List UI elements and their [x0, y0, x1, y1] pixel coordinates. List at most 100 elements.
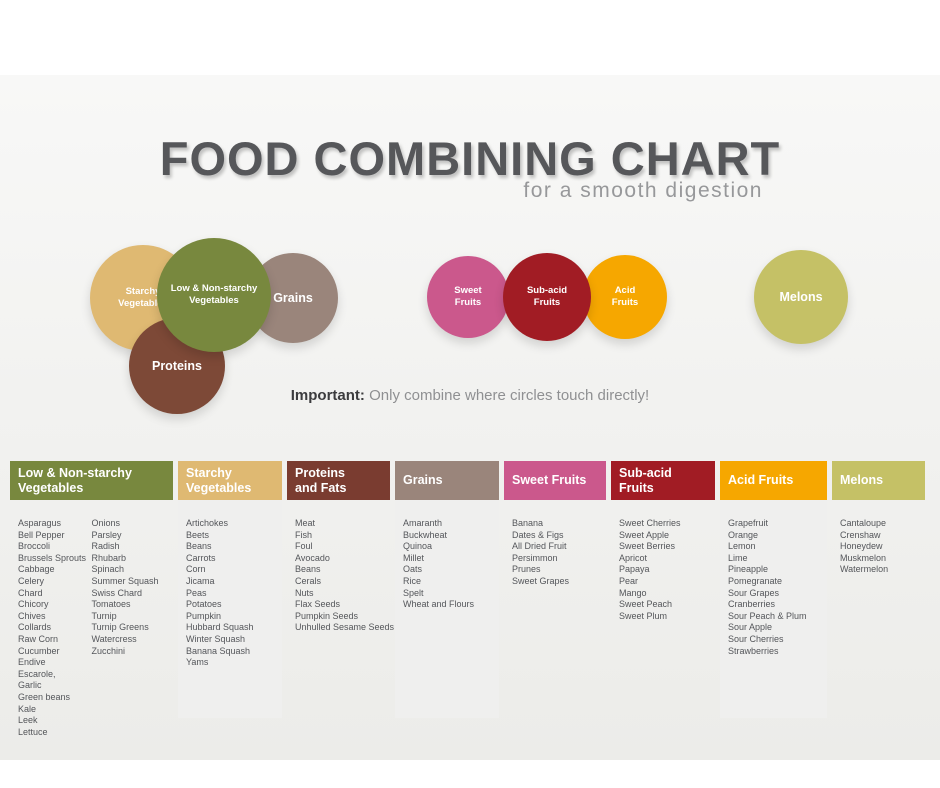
item-list: Sweet Cherries Sweet Apple Sweet Berries Ap…	[619, 518, 707, 622]
list-item: Fish	[295, 529, 313, 540]
list-item: Cucumber	[18, 645, 60, 656]
column-body-low-non-starchy-vegetables: Asparagus Bell Pepper Broccoli Brussels Spr…	[10, 500, 173, 748]
list-item: Lettuce	[18, 726, 48, 737]
list-item: Spinach	[91, 564, 125, 575]
list-item: Swiss Chard	[91, 587, 143, 598]
list-item: Beans	[186, 541, 212, 552]
item-list: Banana Dates & Figs All Dried Fruit Persimm…	[512, 518, 598, 588]
list-item: Hubbard Squash	[186, 622, 254, 633]
column-body-melons: Cantaloupe Crenshaw Honeydew Muskmelon Water…	[832, 500, 925, 586]
list-item: Turnip Greens	[91, 622, 149, 633]
list-item: Apricot	[619, 552, 648, 563]
page-title: FOOD COMBINING CHART	[159, 132, 781, 185]
list-item: Escarole,	[18, 668, 56, 679]
list-item: Mango	[619, 587, 647, 598]
list-item: Cantaloupe	[840, 518, 887, 528]
list-item: Avocado	[295, 552, 330, 563]
circle-low-non-starchy-vegetables: Low & Non-starchy Vegetables	[157, 238, 271, 352]
item-list: Cantaloupe Crenshaw Honeydew Muskmelon Water…	[840, 518, 917, 576]
list-item: Lime	[728, 552, 748, 563]
food-table: Low & Non-starchy Vegetables Asparagus Bel…	[10, 461, 925, 748]
list-item: Amaranth	[403, 518, 443, 528]
column-header-acid-fruits: Acid Fruits	[720, 461, 827, 500]
list-item: Foul	[295, 541, 313, 552]
list-item: Rice	[403, 575, 422, 586]
list-item: Sour Grapes	[728, 587, 780, 598]
item-list: Meat Fish Foul Avocado Beans Cerals Nuts Flax S…	[295, 518, 394, 634]
list-item: Endive	[18, 657, 46, 668]
list-item: Celery	[18, 575, 45, 586]
column-header-proteins-and-fats: Proteins and Fats	[287, 461, 390, 500]
list-item: Onions	[91, 518, 121, 528]
list-item: Jicama	[186, 575, 215, 586]
list-item: Sweet Apple	[619, 529, 670, 540]
list-item: Turnip	[91, 610, 117, 621]
list-item: Strawberries	[728, 645, 779, 656]
list-item: Spelt	[403, 587, 424, 598]
column-body-starchy-vegetables: Artichokes Beets Beans Carrots Corn Jicama Pea…	[178, 500, 282, 718]
list-item: Asparagus	[18, 518, 62, 528]
list-item: Garlic	[18, 680, 42, 691]
list-item: Grapefruit	[728, 518, 769, 528]
circle-low-non-starchy-vegetables-label: Low & Non-starchy Vegetables	[170, 282, 258, 306]
circle-acid-fruits: Acid Fruits	[583, 255, 667, 339]
list-item: Pomegranate	[728, 575, 783, 586]
item-list: Onions Parsley Radish Rhubarb Spinach Summer …	[92, 518, 166, 738]
item-list: Artichokes Beets Beans Carrots Corn Jicama Pea…	[186, 518, 274, 708]
list-item: Beans	[295, 564, 321, 575]
list-item: Sour Peach & Plum	[728, 610, 807, 621]
circle-sweet-fruits-label: Sweet Fruits	[454, 284, 482, 308]
circle-grains-label: Grains	[273, 290, 313, 305]
circle-melons-label: Melons	[779, 289, 823, 304]
list-item: Crenshaw	[840, 529, 881, 540]
list-item: Sweet Cherries	[619, 518, 681, 528]
list-item: Pear	[619, 575, 639, 586]
column-header-grains: Grains	[395, 461, 499, 500]
list-item: Rhubarb	[91, 552, 127, 563]
food-column-melons: Melons Cantaloupe Crenshaw Honeydew Muskmelo…	[832, 461, 925, 586]
item-list: Grapefruit Orange Lemon Lime Pineapple Pomegr…	[728, 518, 819, 708]
list-item: Carrots	[186, 552, 216, 563]
column-body-grains: Amaranth Buckwheat Quinoa Millet Oats Rice Spe…	[395, 500, 499, 718]
list-item: Papaya	[619, 564, 650, 575]
circle-sweet-fruits: Sweet Fruits	[427, 256, 509, 338]
list-item: Pumpkin	[186, 610, 222, 621]
list-item: Quinoa	[403, 541, 433, 552]
list-item: Tomatoes	[91, 599, 131, 610]
list-item: Sweet Plum	[619, 610, 668, 621]
food-column-starchy-vegetables: Starchy Vegetables Artichokes Beets Beans Ca…	[178, 461, 282, 718]
list-item: Watermelon	[840, 564, 889, 575]
circles-diagram: Starchy Vegetables Proteins Low & Non-sta…	[0, 75, 940, 760]
list-item: Cranberries	[728, 599, 776, 610]
food-column-acid-fruits: Acid Fruits Grapefruit Orange Lemon Lime Pine…	[720, 461, 827, 718]
list-item: Honeydew	[840, 541, 883, 552]
food-combining-poster: FOOD COMBINING CHART for a smooth digest…	[0, 75, 940, 760]
column-body-sub-acid-fruits: Sweet Cherries Sweet Apple Sweet Berries Ap…	[611, 500, 715, 632]
list-item: Nuts	[295, 587, 314, 598]
list-item: Cabbage	[18, 564, 55, 575]
item-list: Amaranth Buckwheat Quinoa Millet Oats Rice Spe…	[403, 518, 491, 708]
list-item: Leek	[18, 715, 38, 726]
column-header-sub-acid-fruits: Sub-acid Fruits	[611, 461, 715, 500]
list-item: Artichokes	[186, 518, 229, 528]
list-item: Muskmelon	[840, 552, 887, 563]
list-item: Chives	[18, 610, 46, 621]
list-item: Raw Corn	[18, 633, 59, 644]
circle-sub-acid-fruits: Sub-acid Fruits	[503, 253, 591, 341]
list-item: Sweet Berries	[619, 541, 676, 552]
page-subtitle: for a smooth digestion	[523, 179, 763, 202]
list-item: Watercress	[91, 633, 137, 644]
list-item: Kale	[18, 703, 37, 714]
food-column-sub-acid-fruits: Sub-acid Fruits Sweet Cherries Sweet Apple…	[611, 461, 715, 632]
food-column-sweet-fruits: Sweet Fruits Banana Dates & Figs All Dried …	[504, 461, 606, 598]
list-item: Cerals	[295, 575, 322, 586]
circle-sub-acid-fruits-label: Sub-acid Fruits	[526, 284, 568, 308]
column-body-proteins-and-fats: Meat Fish Foul Avocado Beans Cerals Nuts Flax S…	[287, 500, 394, 644]
column-header-starchy-vegetables: Starchy Vegetables	[178, 461, 282, 500]
list-item: Beets	[186, 529, 210, 540]
circle-proteins: Proteins	[129, 318, 225, 414]
list-item: Wheat and Flours	[403, 599, 475, 610]
list-item: Zucchini	[91, 645, 126, 656]
list-item: Persimmon	[512, 552, 558, 563]
